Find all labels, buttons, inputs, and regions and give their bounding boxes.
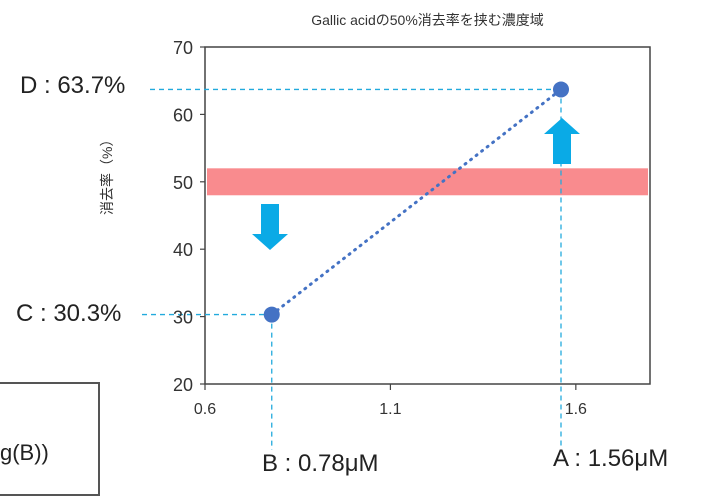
data-point (263, 306, 280, 323)
arrow-down-icon (252, 204, 288, 250)
annotation-d: D : 63.7% (20, 72, 126, 99)
chart: 20 30 40 50 60 70 0.6 1.1 1.6 (142, 38, 651, 450)
y-tick-label: 60 (173, 105, 193, 125)
annotation-a: A : 1.56μM (553, 445, 669, 472)
arrow-up-icon (544, 118, 580, 164)
y-axis-label: 消去率（%） (99, 132, 115, 215)
x-tick-label: 1.1 (379, 401, 401, 418)
x-tick-label: 0.6 (194, 401, 216, 418)
annotation-c: C : 30.3% (16, 300, 122, 327)
formula-panel (0, 382, 100, 496)
x-tick-label: 1.6 (565, 401, 587, 418)
data-point (553, 81, 569, 98)
fifty-percent-band (207, 168, 648, 196)
y-tick-label: 20 (173, 375, 193, 395)
chart-title: Gallic acidの50%消去率を挟む濃度域 (311, 12, 544, 28)
y-tick-label: 30 (173, 308, 193, 328)
plot-area (204, 46, 651, 385)
y-tick-label: 40 (173, 240, 193, 260)
y-tick-label: 70 (173, 38, 193, 58)
y-tick-label: 50 (173, 173, 193, 193)
annotation-b: B : 0.78μM (262, 450, 379, 477)
formula-fragment: g(B)) (0, 440, 49, 465)
series-line (270, 87, 563, 317)
